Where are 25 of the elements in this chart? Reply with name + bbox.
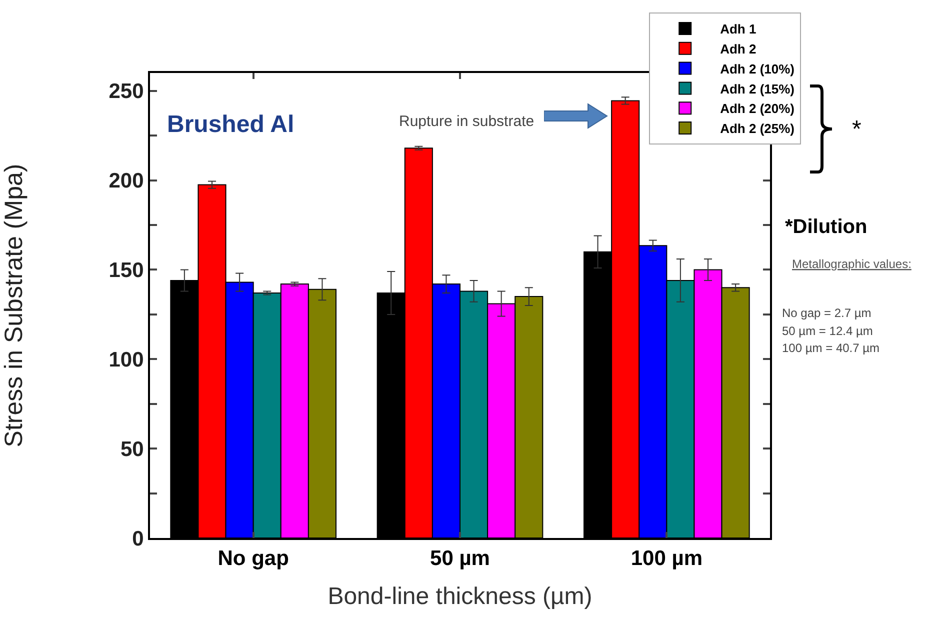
legend-label: Adh 2 (25%): [720, 121, 795, 136]
legend-label: Adh 1: [720, 22, 756, 37]
x-tick-label: 100 µm: [630, 547, 702, 570]
y-axis-title: Stress in Substrate (Mpa): [0, 164, 28, 448]
annotation: Brushed Al: [167, 111, 294, 138]
text: Metallographic values:: [792, 257, 912, 271]
y-tick-label: 150: [108, 259, 144, 282]
legend-label: Adh 2 (10%): [720, 61, 795, 76]
annotation: Rupture in substrate: [399, 113, 534, 130]
x-tick-label: No gap: [218, 547, 289, 570]
y-tick-label: 200: [108, 170, 144, 193]
text: 50 µm = 12.4 µm: [782, 324, 873, 338]
text: *Dilution: [785, 216, 868, 238]
y-tick-label: 0: [132, 527, 144, 550]
y-tick-label: 100: [108, 348, 144, 372]
text: *: [852, 116, 862, 143]
text: 100 µm = 40.7 µm: [782, 341, 880, 355]
x-tick-label: 50 µm: [430, 547, 490, 570]
legend-label: Adh 2 (20%): [720, 101, 795, 116]
x-axis-title: Bond-line thickness (µm): [328, 583, 592, 610]
legend-label: Adh 2: [720, 41, 756, 56]
legend-label: Adh 2 (15%): [720, 81, 795, 96]
y-tick-label: 250: [108, 80, 144, 104]
text: No gap = 2.7 µm: [782, 306, 872, 320]
y-tick-label: 50: [120, 438, 144, 461]
